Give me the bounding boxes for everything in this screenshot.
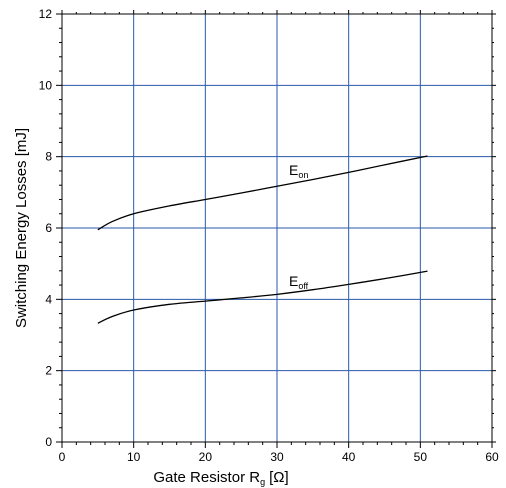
x-tick-label-60: 60	[485, 450, 499, 464]
x-tick-label-10: 10	[127, 450, 141, 464]
x-axis-title-main: Gate Resistor R	[153, 469, 260, 486]
x-tick-label-0: 0	[59, 450, 66, 464]
x-axis-title: Gate Resistor Rg [Ω]	[153, 469, 288, 487]
axis-ticks	[56, 10, 496, 448]
x-tick-label-50: 50	[414, 450, 428, 464]
y-tick-label-2: 2	[45, 364, 52, 378]
y-tick-label-10: 10	[39, 78, 53, 92]
series-label-eoff: Eoff	[289, 273, 309, 291]
x-tick-label-20: 20	[199, 450, 213, 464]
series-label-eon-main: E	[289, 162, 298, 178]
x-tick-label-40: 40	[342, 450, 356, 464]
y-tick-label-4: 4	[45, 292, 52, 306]
x-axis-title-unit: [Ω]	[269, 469, 289, 486]
series-curves	[97, 155, 428, 324]
series-label-eoff-sub: off	[298, 281, 308, 291]
y-tick-label-0: 0	[45, 435, 52, 449]
series-label-eon: Eon	[289, 162, 308, 180]
series-curve-eon	[97, 155, 428, 231]
x-tick-label-30: 30	[270, 450, 284, 464]
y-tick-label-12: 12	[39, 7, 53, 21]
y-axis-title: Switching Energy Losses [mJ]	[13, 128, 30, 328]
series-curve-eoff	[97, 270, 428, 324]
x-axis-title-sub: g	[260, 477, 265, 487]
series-label-eon-sub: on	[298, 170, 308, 180]
series-label-eoff-main: E	[289, 273, 298, 289]
tick-labels: 0 10 20 30 40 50 60 0 2 4 6 8 10 12	[39, 7, 499, 464]
grid-lines	[62, 14, 492, 442]
y-tick-label-8: 8	[45, 150, 52, 164]
y-tick-label-6: 6	[45, 221, 52, 235]
